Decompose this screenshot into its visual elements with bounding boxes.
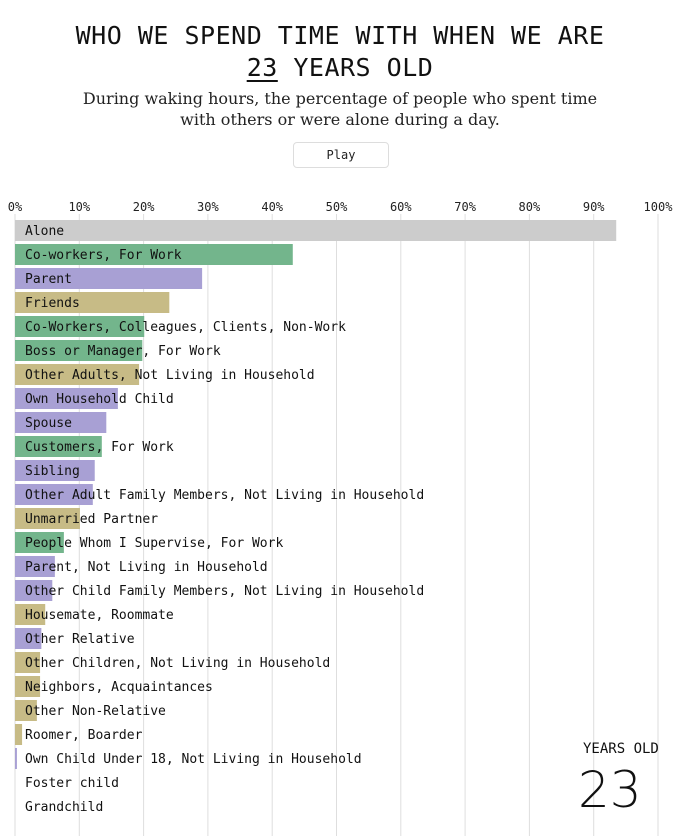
bar <box>15 436 102 457</box>
bar-label: Foster child <box>25 776 119 791</box>
bar-label: Parent <box>25 272 72 287</box>
bar-label: Other Relative <box>25 632 135 647</box>
bar <box>15 292 170 313</box>
bar <box>15 700 37 721</box>
x-tick-label: 0% <box>8 200 23 214</box>
x-tick-label: 40% <box>261 200 283 214</box>
bar-label: Alone <box>25 224 64 239</box>
x-tick-label: 90% <box>583 200 605 214</box>
x-tick-label: 70% <box>454 200 476 214</box>
bar-label: Other Adult Family Members, Not Living i… <box>25 488 424 503</box>
bar-label: Own Household Child <box>25 392 174 407</box>
bar <box>15 508 80 529</box>
x-tick-label: 50% <box>326 200 348 214</box>
x-tick-label: 10% <box>68 200 90 214</box>
bar <box>15 532 64 553</box>
bar-label: Customers, For Work <box>25 440 174 455</box>
title-suffix: YEARS OLD <box>277 53 434 82</box>
x-tick-label: 80% <box>519 200 541 214</box>
bar-label: Other Adults, Not Living in Household <box>25 368 315 383</box>
bar-label: Other Non-Relative <box>25 704 166 719</box>
subtitle-line-2: with others or were alone during a day. <box>180 110 500 129</box>
bar <box>15 340 143 361</box>
bar <box>15 580 53 601</box>
bar <box>15 364 140 385</box>
bar-label: Parent, Not Living in Household <box>25 560 268 575</box>
bar-label: People Whom I Supervise, For Work <box>25 536 283 551</box>
bar-label: Sibling <box>25 464 80 479</box>
x-tick-label: 30% <box>197 200 219 214</box>
bar <box>15 244 293 265</box>
chart-subtitle: During waking hours, the percentage of p… <box>0 88 680 130</box>
x-tick-label: 100% <box>644 200 674 214</box>
bar-label: Other Child Family Members, Not Living i… <box>25 584 424 599</box>
chart-title: WHO WE SPEND TIME WITH WHEN WE ARE 23 YE… <box>0 20 680 84</box>
bar-label: Neighbors, Acquaintances <box>25 680 213 695</box>
x-tick-label: 60% <box>390 200 412 214</box>
bar <box>15 412 107 433</box>
title-line-2: 23 YEARS OLD <box>0 52 680 84</box>
bar <box>15 316 145 337</box>
bar-label: Unmarried Partner <box>25 512 158 527</box>
bar-label: Grandchild <box>25 800 103 815</box>
bar <box>15 652 41 673</box>
bar <box>15 724 23 745</box>
play-button[interactable]: Play <box>293 142 389 168</box>
bar-label: Spouse <box>25 416 72 431</box>
years-old-label: YEARS OLD <box>583 741 659 757</box>
bar-label: Friends <box>25 296 80 311</box>
bar-label: Boss or Manager, For Work <box>25 344 221 359</box>
title-line-1: WHO WE SPEND TIME WITH WHEN WE ARE <box>75 21 605 50</box>
bar <box>15 388 118 409</box>
bar <box>15 484 93 505</box>
bar-label: Own Child Under 18, Not Living in Househ… <box>25 752 362 767</box>
bar-label: Housemate, Roommate <box>25 608 174 623</box>
age-value: 23 <box>578 761 642 819</box>
bar <box>15 676 41 697</box>
bar-label: Co-workers, For Work <box>25 248 182 263</box>
bar <box>15 460 95 481</box>
bar <box>15 748 17 769</box>
x-tick-label: 20% <box>133 200 155 214</box>
bar <box>15 628 42 649</box>
subtitle-line-1: During waking hours, the percentage of p… <box>82 89 598 108</box>
bar-label: Co-Workers, Colleagues, Clients, Non-Wor… <box>25 320 346 335</box>
bar-label: Other Children, Not Living in Household <box>25 656 330 671</box>
title-age: 23 <box>246 53 278 82</box>
bar <box>15 268 203 289</box>
bar <box>15 604 46 625</box>
bar <box>15 556 55 577</box>
bar-label: Roomer, Boarder <box>25 728 143 743</box>
bar <box>15 220 617 241</box>
